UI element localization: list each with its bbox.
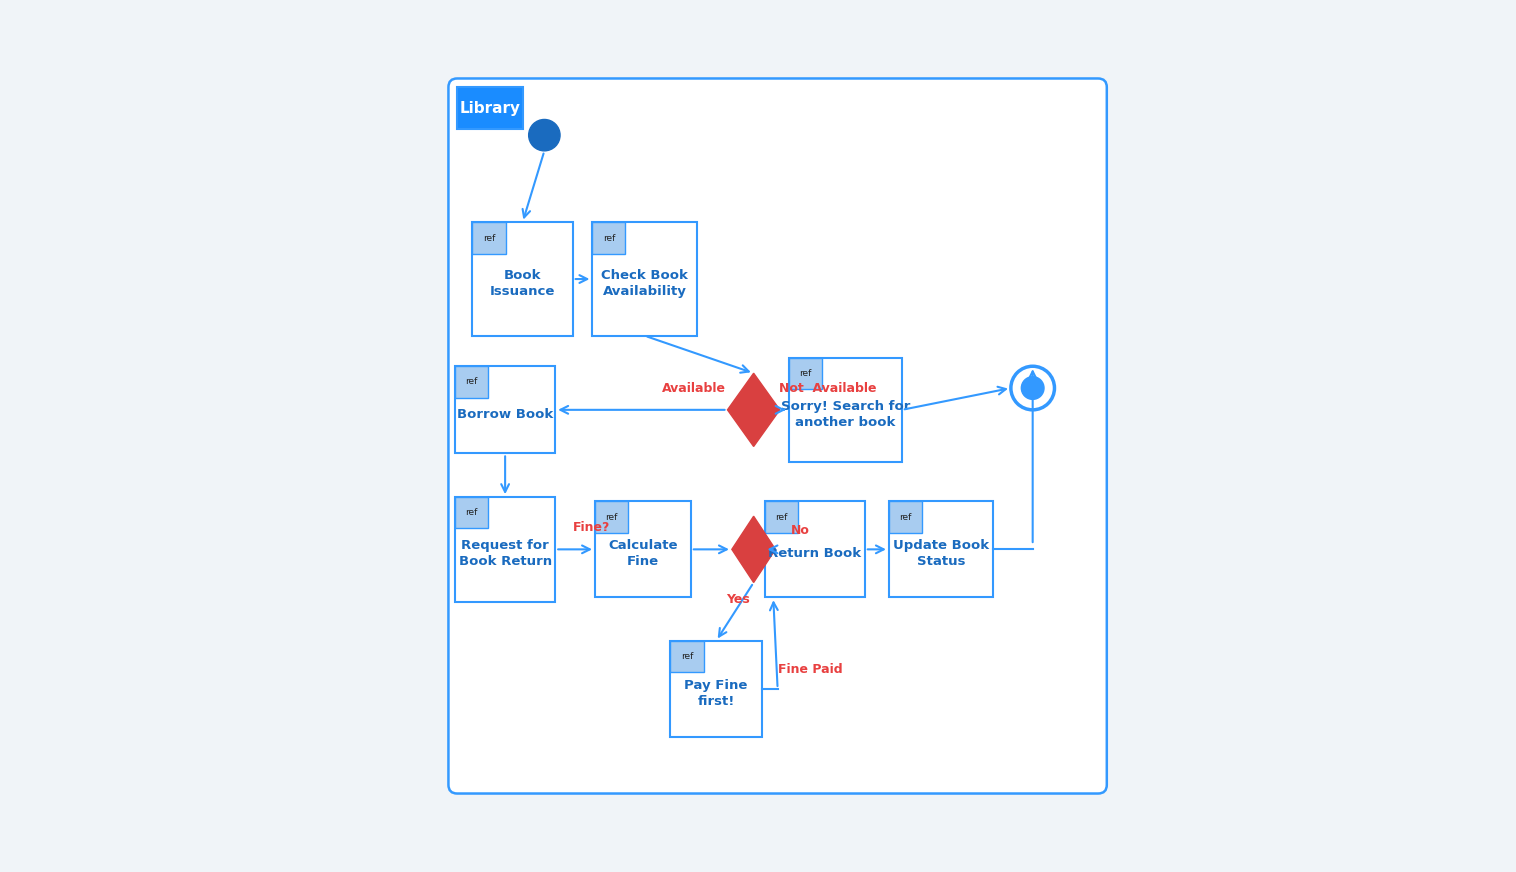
Text: Borrow Book: Borrow Book [456, 408, 553, 420]
Text: Calculate
Fine: Calculate Fine [608, 539, 678, 569]
Text: ref: ref [775, 513, 787, 521]
Text: Fine Paid: Fine Paid [778, 664, 843, 676]
Polygon shape [732, 516, 776, 582]
FancyBboxPatch shape [455, 366, 488, 398]
Text: ref: ref [482, 234, 496, 242]
FancyBboxPatch shape [888, 501, 993, 597]
FancyBboxPatch shape [593, 222, 626, 254]
FancyBboxPatch shape [458, 87, 523, 129]
Text: Sorry! Search for
another book: Sorry! Search for another book [781, 399, 910, 429]
Text: ref: ref [605, 513, 617, 521]
FancyBboxPatch shape [764, 501, 864, 597]
Text: ref: ref [465, 508, 478, 517]
FancyBboxPatch shape [473, 222, 505, 254]
Text: ref: ref [603, 234, 615, 242]
Text: Not  Available: Not Available [779, 382, 876, 394]
Text: ref: ref [799, 369, 811, 378]
Text: ref: ref [681, 652, 693, 661]
FancyBboxPatch shape [455, 497, 488, 528]
FancyBboxPatch shape [449, 78, 1107, 794]
Polygon shape [728, 373, 779, 446]
FancyBboxPatch shape [594, 501, 691, 597]
FancyBboxPatch shape [593, 222, 697, 336]
Text: Request for
Book Return: Request for Book Return [458, 539, 552, 569]
Text: ref: ref [899, 513, 911, 521]
FancyBboxPatch shape [473, 222, 573, 336]
Text: Pay Fine
first!: Pay Fine first! [684, 678, 747, 708]
Text: Yes: Yes [726, 594, 750, 606]
Text: Library: Library [459, 100, 520, 116]
FancyBboxPatch shape [670, 641, 763, 737]
Text: ref: ref [465, 378, 478, 386]
Text: Check Book
Availability: Check Book Availability [602, 269, 688, 298]
FancyBboxPatch shape [764, 501, 797, 533]
FancyBboxPatch shape [455, 497, 555, 602]
FancyBboxPatch shape [888, 501, 922, 533]
FancyBboxPatch shape [594, 501, 628, 533]
Text: Fine?: Fine? [573, 521, 609, 534]
Text: Book
Issuance: Book Issuance [490, 269, 555, 298]
Circle shape [529, 119, 559, 151]
Circle shape [1022, 377, 1045, 399]
FancyBboxPatch shape [670, 641, 703, 672]
Text: Return Book: Return Book [769, 548, 861, 560]
FancyBboxPatch shape [788, 358, 822, 389]
Text: No: No [790, 524, 810, 536]
FancyBboxPatch shape [455, 366, 555, 453]
FancyBboxPatch shape [788, 358, 902, 462]
Text: Update Book
Status: Update Book Status [893, 539, 988, 569]
Text: Available: Available [662, 382, 726, 394]
